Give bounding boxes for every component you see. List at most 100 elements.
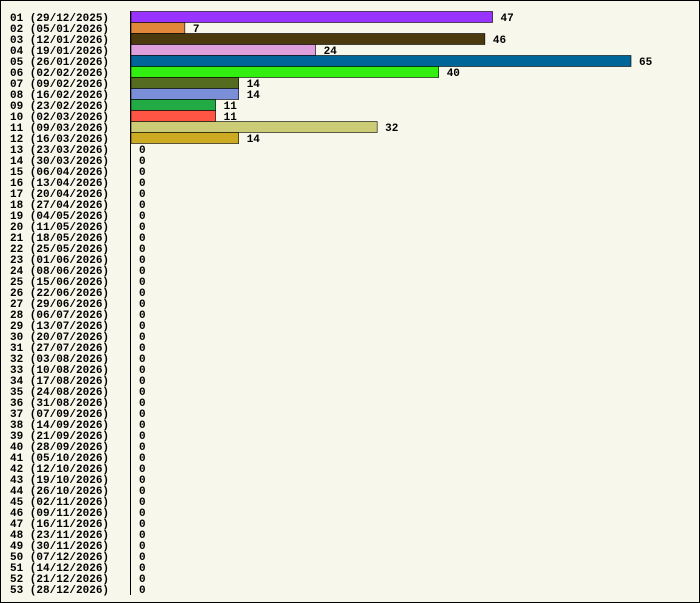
bar [130, 22, 186, 34]
category-label: 11 (09/03/2026) [10, 123, 109, 135]
value-label: 0 [139, 519, 146, 531]
value-label: 0 [139, 387, 146, 399]
value-label: 14 [247, 90, 261, 102]
category-label: 47 (16/11/2026) [10, 519, 109, 531]
value-label: 0 [139, 508, 146, 520]
value-label: 0 [139, 354, 146, 366]
value-label: 14 [247, 79, 261, 91]
category-label: 52 (21/12/2026) [10, 574, 109, 586]
value-label: 0 [139, 255, 146, 267]
category-label: 39 (21/09/2026) [10, 431, 109, 443]
value-label: 11 [224, 112, 238, 124]
value-label: 0 [139, 211, 146, 223]
value-label: 0 [139, 574, 146, 586]
category-label: 20 (11/05/2026) [10, 222, 109, 234]
bar [130, 55, 632, 67]
category-label: 42 (12/10/2026) [10, 464, 109, 476]
category-label: 45 (02/11/2026) [10, 497, 109, 509]
value-label: 0 [139, 464, 146, 476]
value-label: 0 [139, 189, 146, 201]
category-label: 37 (07/09/2026) [10, 409, 109, 421]
value-label: 0 [139, 475, 146, 487]
value-label: 0 [139, 409, 146, 421]
value-label: 0 [139, 585, 146, 597]
category-label: 53 (28/12/2026) [10, 585, 109, 597]
category-label: 46 (09/11/2026) [10, 508, 109, 520]
value-label: 0 [139, 167, 146, 179]
value-label: 0 [139, 156, 146, 168]
value-label: 65 [639, 57, 653, 69]
value-label: 46 [493, 35, 506, 47]
value-label: 0 [139, 398, 146, 410]
value-label: 0 [139, 178, 146, 190]
value-label: 40 [447, 68, 460, 80]
value-label: 0 [139, 310, 146, 322]
value-label: 14 [247, 134, 261, 146]
category-label: 27 (29/06/2026) [10, 299, 109, 311]
bar [130, 99, 216, 111]
value-label: 0 [139, 299, 146, 311]
value-label: 24 [324, 46, 338, 58]
category-label: 05 (26/01/2026) [10, 57, 109, 69]
category-label: 43 (19/10/2026) [10, 475, 109, 487]
value-label: 0 [139, 222, 146, 234]
value-label: 0 [139, 431, 146, 443]
bar [130, 110, 216, 122]
value-label: 0 [139, 332, 146, 344]
value-label: 0 [139, 200, 146, 212]
category-label: 12 (16/03/2026) [10, 134, 109, 146]
category-label: 33 (10/08/2026) [10, 365, 109, 377]
category-label: 21 (18/05/2026) [10, 233, 109, 245]
category-label: 10 (02/03/2026) [10, 112, 109, 124]
category-label: 23 (01/06/2026) [10, 255, 109, 267]
category-label: 34 (17/08/2026) [10, 376, 109, 388]
category-label: 32 (03/08/2026) [10, 354, 109, 366]
value-label: 0 [139, 288, 146, 300]
category-label: 18 (27/04/2026) [10, 200, 109, 212]
value-label: 32 [385, 123, 398, 135]
bar [130, 11, 493, 23]
category-label: 15 (06/04/2026) [10, 167, 109, 179]
bar [130, 66, 439, 78]
category-label: 38 (14/09/2026) [10, 420, 109, 432]
value-label: 0 [139, 266, 146, 278]
category-label: 16 (13/04/2026) [10, 178, 109, 190]
category-label: 29 (13/07/2026) [10, 321, 109, 333]
value-label: 0 [139, 420, 146, 432]
category-label: 13 (23/03/2026) [10, 145, 109, 157]
category-label: 51 (14/12/2026) [10, 563, 109, 575]
category-label: 35 (24/08/2026) [10, 387, 109, 399]
value-label: 0 [139, 321, 146, 333]
value-label: 0 [139, 453, 146, 465]
value-label: 0 [139, 365, 146, 377]
bar [130, 77, 239, 89]
value-label: 0 [139, 244, 146, 256]
category-label: 03 (12/01/2026) [10, 35, 109, 47]
category-label: 40 (28/09/2026) [10, 442, 109, 454]
category-label: 49 (30/11/2026) [10, 541, 109, 553]
value-label: 0 [139, 145, 146, 157]
value-label: 0 [139, 497, 146, 509]
value-label: 0 [139, 541, 146, 553]
value-label: 7 [193, 24, 200, 36]
category-label: 28 (06/07/2026) [10, 310, 109, 322]
value-label: 0 [139, 376, 146, 388]
category-label: 07 (09/02/2026) [10, 79, 109, 91]
category-label: 09 (23/02/2026) [10, 101, 109, 113]
bar [130, 121, 378, 133]
category-label: 24 (08/06/2026) [10, 266, 109, 278]
value-label: 0 [139, 233, 146, 245]
value-label: 0 [139, 486, 146, 498]
category-label: 48 (23/11/2026) [10, 530, 109, 542]
bar [130, 88, 239, 100]
value-label: 0 [139, 343, 146, 355]
value-label: 0 [139, 530, 146, 542]
category-label: 44 (26/10/2026) [10, 486, 109, 498]
category-label: 36 (31/08/2026) [10, 398, 109, 410]
bar [130, 132, 239, 144]
category-label: 04 (19/01/2026) [10, 46, 109, 58]
value-label: 0 [139, 277, 146, 289]
category-label: 01 (29/12/2025) [10, 13, 109, 25]
